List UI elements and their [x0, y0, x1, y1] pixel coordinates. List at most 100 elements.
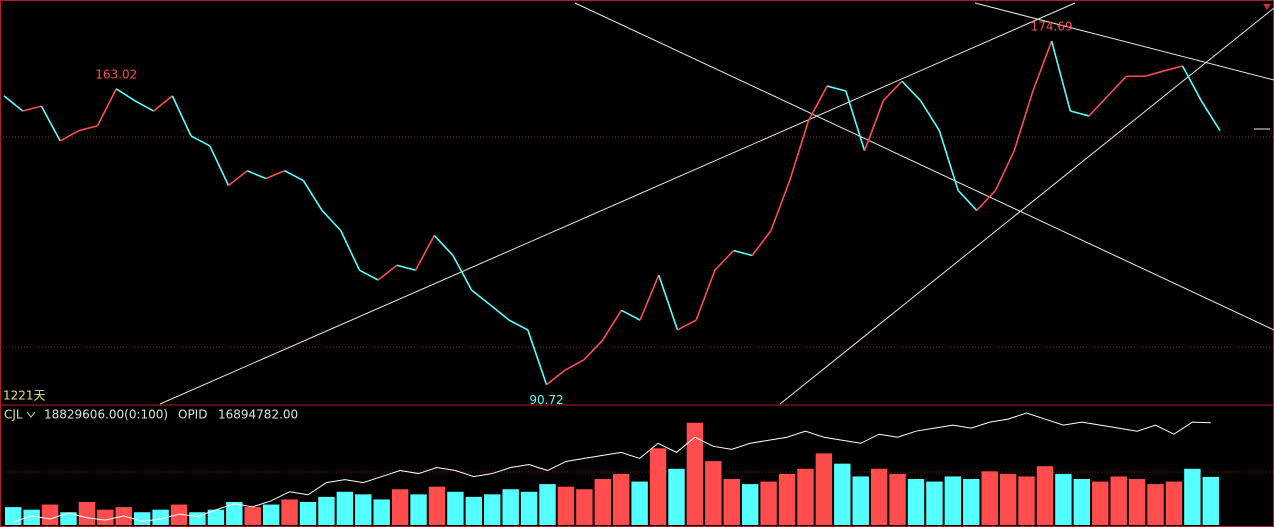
volume-bar [963, 479, 980, 525]
volume-bar [1018, 476, 1035, 525]
price-segment [601, 309, 623, 341]
volume-bar [944, 476, 962, 525]
volume-bar [23, 509, 40, 525]
price-segment [1163, 65, 1183, 72]
volume-bar [484, 494, 501, 525]
volume-bar [1055, 473, 1072, 525]
volume-bar [5, 507, 22, 525]
volume-bar [576, 489, 593, 525]
price-segment [78, 124, 98, 132]
price-segment [227, 170, 248, 187]
trend-line [779, 7, 1274, 405]
price-segment [807, 85, 828, 122]
price-segment [115, 88, 136, 102]
volume-bar [207, 509, 225, 525]
price-segment [59, 129, 80, 142]
price-segment [1088, 95, 1109, 117]
volume-bar [1128, 479, 1146, 525]
volume-bar [410, 494, 427, 525]
price-segment [489, 304, 510, 321]
trend-line [974, 2, 1274, 81]
price-segment [919, 100, 941, 132]
price-segment [976, 189, 997, 212]
volume-bar [60, 512, 77, 525]
price-segment [957, 189, 978, 212]
volume-bar [281, 499, 298, 525]
volume-bar [741, 484, 759, 525]
volume-bar [649, 448, 667, 525]
price-segment [134, 100, 155, 112]
price-segment [1144, 70, 1165, 78]
volume-bar [355, 494, 372, 525]
volume-bar [502, 489, 519, 525]
volume-bar [1092, 481, 1109, 525]
volume-bar [1147, 484, 1164, 525]
volume-bar [668, 468, 685, 525]
volume-bar [41, 504, 59, 525]
volume-bar [1036, 466, 1054, 525]
price-segment [433, 234, 454, 257]
volume-bar [1202, 476, 1219, 525]
volume-bar [539, 484, 556, 525]
price-segment [620, 309, 641, 321]
volume-bar [686, 422, 704, 525]
volume-bar [852, 476, 869, 525]
price-segment [396, 264, 416, 271]
line-value: 16894782.00 [218, 408, 298, 422]
volume-bar [299, 502, 317, 525]
volume-bar [760, 481, 777, 525]
volume-bar [778, 473, 796, 525]
volume-bar [244, 507, 261, 525]
volume-bar [557, 486, 575, 525]
price-segment [677, 319, 697, 331]
volume-bar [133, 512, 151, 525]
price-segment [1013, 90, 1034, 151]
price-segment [546, 369, 566, 386]
price-segment [1181, 65, 1202, 102]
price-segment [96, 88, 117, 127]
volume-bar [1110, 476, 1127, 525]
volume-bar [170, 504, 188, 525]
volume-bar [889, 473, 906, 525]
price-segment [1032, 40, 1053, 92]
volume-bar [262, 504, 280, 525]
price-segment [863, 100, 885, 151]
price-segment [527, 329, 548, 385]
price-segment [695, 269, 716, 321]
volume-bar [815, 453, 833, 525]
price-segment [3, 95, 24, 112]
price-segment [471, 289, 491, 306]
price-segment [452, 255, 473, 291]
price-segment [377, 264, 398, 281]
volume-bar [78, 502, 96, 525]
volume-bar [520, 491, 538, 525]
line-name: OPID [178, 408, 207, 422]
volume-bar [926, 481, 943, 525]
volume-bar [705, 461, 722, 525]
volume-value: 18829606.00(0:100) [44, 408, 168, 422]
volume-bar [797, 468, 814, 525]
price-segment [639, 274, 660, 321]
volume-bar [613, 473, 630, 525]
volume-bar [1165, 481, 1183, 525]
volume-bar [226, 502, 243, 525]
price-segment [938, 130, 959, 191]
price-segment [583, 339, 604, 361]
extreme-label: 174.69 [1031, 20, 1073, 34]
price-segment [22, 105, 42, 112]
price-segment [265, 170, 285, 180]
price-segment [994, 150, 1015, 191]
corner-icon [1263, 4, 1271, 10]
dropdown-icon[interactable] [26, 411, 36, 418]
price-segment [340, 230, 361, 271]
price-segment [190, 135, 211, 147]
opid-line [13, 412, 1211, 523]
price-segment [153, 95, 173, 112]
price-segment [321, 209, 342, 232]
price-segment [209, 145, 230, 186]
volume-bar [428, 486, 446, 525]
indicator-name: CJL [4, 408, 23, 422]
volume-bar [1184, 468, 1201, 525]
